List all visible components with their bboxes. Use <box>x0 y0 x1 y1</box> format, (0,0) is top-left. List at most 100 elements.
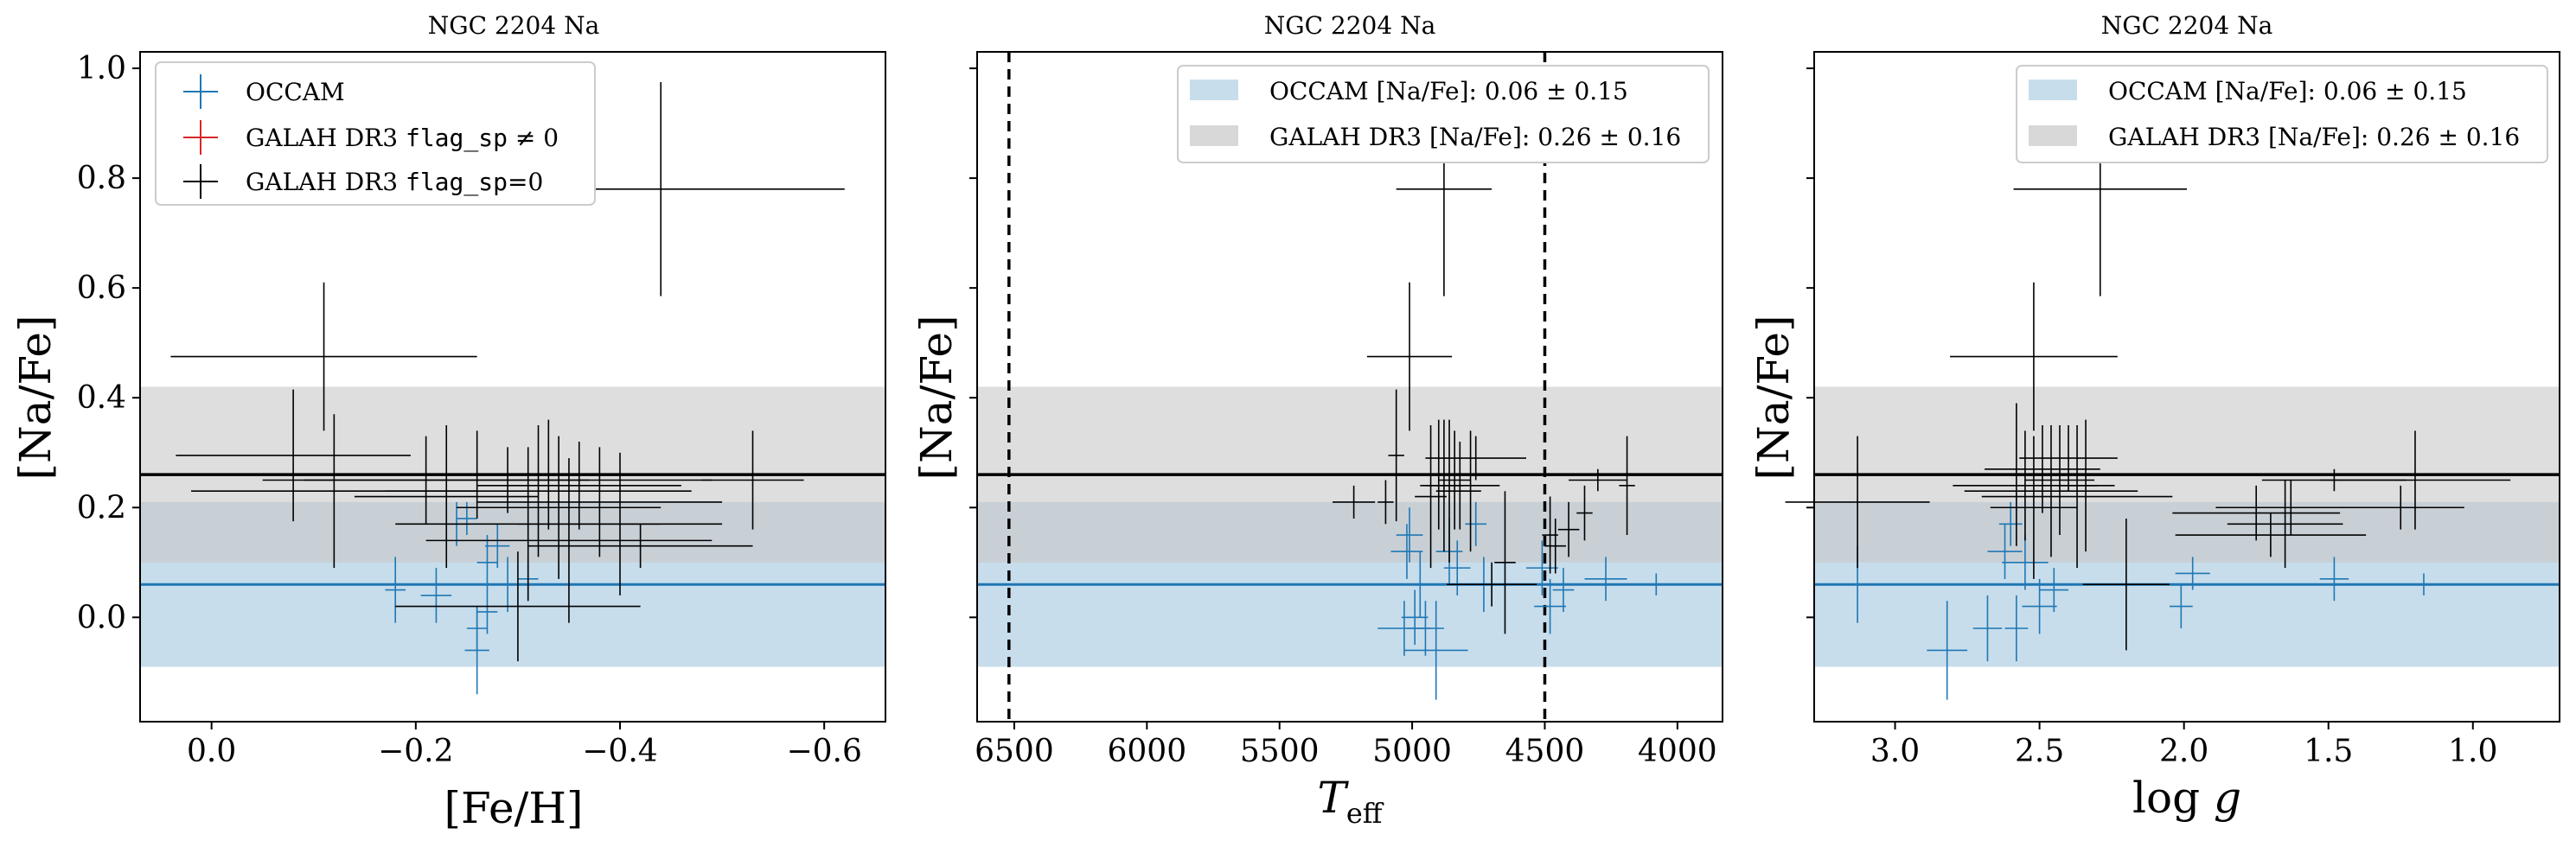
legend-main-item-occam: OCCAM <box>183 74 345 109</box>
panel-teff-points <box>1333 81 1675 700</box>
axes-frame <box>1813 51 2560 723</box>
galah-point <box>2175 513 2367 557</box>
x-tick-label: 1.5 <box>2304 734 2353 769</box>
galah-point <box>1785 436 1930 569</box>
x-tick-label: −0.2 <box>378 734 453 769</box>
x-tick-label: 1.0 <box>2448 734 2497 769</box>
panel-teff-ylabel: [Na/Fe] <box>911 315 962 481</box>
axes-frame <box>139 51 886 723</box>
galah-point <box>1950 282 2118 431</box>
legend-bands-logg-occam-label: OCCAM [Na/Fe]: 0.06 ± 0.15 <box>2108 77 2467 105</box>
galah-point <box>2319 430 2511 530</box>
galah-point <box>476 447 723 557</box>
occam-point <box>485 524 510 569</box>
legend-bands-teff-galah-label: GALAH DR3 [Na/Fe]: 0.26 ± 0.16 <box>1269 123 1681 151</box>
panel-logg-title: NGC 2204 Na <box>2101 11 2273 40</box>
panel-feh-axes: 0.0 −0.2 −0.4 −0.6 0.0 0.2 0.4 0.6 0.8 1.0 <box>77 51 886 769</box>
galah-point <box>1333 485 1376 519</box>
x-tick-label: 5000 <box>1372 734 1452 769</box>
panel-teff-bands <box>977 386 1723 667</box>
occam-point <box>476 589 498 634</box>
legend-galah-flagged-marker <box>183 120 218 155</box>
galah-point <box>1425 436 1526 481</box>
occam-point <box>385 557 406 623</box>
occam-point <box>1401 589 1429 646</box>
occam-point <box>1987 524 2023 579</box>
galah-point <box>1557 501 1580 557</box>
galah-point <box>1981 424 2173 569</box>
galah-point <box>2082 518 2170 651</box>
galah-point <box>2019 424 2118 492</box>
panel-feh-points <box>170 81 845 695</box>
galah-point <box>385 424 692 557</box>
y-tick-label: 0.4 <box>77 380 126 416</box>
x-tick-label: 2.5 <box>2015 734 2064 769</box>
galah-point <box>385 419 713 530</box>
panel-logg: 3.0 2.5 2.0 1.5 1.0 NGC 2204 Na log g [Na/Fe… <box>1748 11 2560 823</box>
x-tick-label: 4500 <box>1505 734 1585 769</box>
galah-point <box>1981 403 2051 546</box>
legend-bands-teff: OCCAM [Na/Fe]: 0.06 ± 0.15 GALAH DR3 [Na… <box>1177 65 1710 163</box>
galah-point <box>517 452 723 595</box>
axes-frame <box>976 51 1723 723</box>
x-tick-label: 4000 <box>1638 734 1717 769</box>
occam-point <box>1403 601 1468 700</box>
legend-bands-teff-occam-swatch <box>1190 80 1238 100</box>
galah-point <box>1435 419 1463 563</box>
galah-point <box>170 282 477 431</box>
legend-main: OCCAM GALAH DR3 flag_sp ≠ 0 GALAH DR3 fl… <box>155 61 596 206</box>
panel-teff: 6500 6000 5500 5000 4500 4000 NGC 2204 Na Tef… <box>911 11 1723 830</box>
x-tick-label: −0.4 <box>582 734 657 769</box>
legend-bands-teff-frame <box>1177 65 1710 163</box>
occam-point <box>1552 568 1575 612</box>
legend-bands-logg-occam-swatch <box>2029 80 2077 100</box>
occam-point <box>2002 535 2049 590</box>
galah-point <box>1438 430 1471 530</box>
panel-logg-xlabel: log g <box>2132 773 2241 823</box>
occam-point <box>2175 557 2210 590</box>
galah-point <box>2024 424 2095 536</box>
galah-point <box>395 551 641 662</box>
galah-point <box>2215 480 2367 536</box>
occam-point <box>1526 540 1558 595</box>
legend-bands-teff-galah-swatch <box>1190 125 1238 146</box>
x-tick-label: 3.0 <box>1870 734 1920 769</box>
occam-point <box>2319 557 2349 602</box>
y-tick-label: 0.8 <box>77 161 126 196</box>
occam-point <box>464 606 489 695</box>
occam-point <box>1390 524 1423 579</box>
galah-point <box>1619 436 1635 536</box>
legend-bands-logg-galah-swatch <box>2029 125 2077 146</box>
galah-point <box>2172 485 2341 541</box>
x-tick-label: 6500 <box>975 734 1054 769</box>
galah-point <box>1569 468 1627 492</box>
panel-feh-title: NGC 2204 Na <box>428 11 600 40</box>
occam-point <box>2022 578 2057 634</box>
galah-point <box>1377 480 1394 525</box>
x-tick-label: 2.0 <box>2159 734 2208 769</box>
occam-point <box>1637 573 1675 595</box>
galah-point <box>1985 424 2100 513</box>
occam-point <box>1396 507 1423 563</box>
panel-logg-axes: 3.0 2.5 2.0 1.5 1.0 <box>1806 51 2560 769</box>
occam-point <box>2409 573 2439 595</box>
panel-logg-points <box>1785 81 2511 700</box>
x-tick-label: 5500 <box>1240 734 1320 769</box>
galah-point <box>1990 436 2078 579</box>
x-tick-label: 6000 <box>1108 734 1187 769</box>
galah-point <box>1415 424 1447 569</box>
x-tick-label: 0.0 <box>187 734 236 769</box>
occam-point <box>1406 601 1444 656</box>
occam-point <box>1998 501 2023 546</box>
y-tick-label: 0.6 <box>77 271 126 306</box>
legend-main-item-galah: GALAH DR3 flag_sp=0 <box>183 164 543 199</box>
galah-point <box>1460 430 1481 552</box>
galah-point <box>1964 424 2138 557</box>
panel-logg-bands <box>1814 386 2560 667</box>
panel-feh-bands <box>140 386 885 667</box>
x-tick-label: −0.6 <box>786 734 861 769</box>
galah-point <box>176 389 411 522</box>
occam-point <box>420 568 452 623</box>
legend-galah-flagged-label: GALAH DR3 flag_sp ≠ 0 <box>246 124 559 153</box>
